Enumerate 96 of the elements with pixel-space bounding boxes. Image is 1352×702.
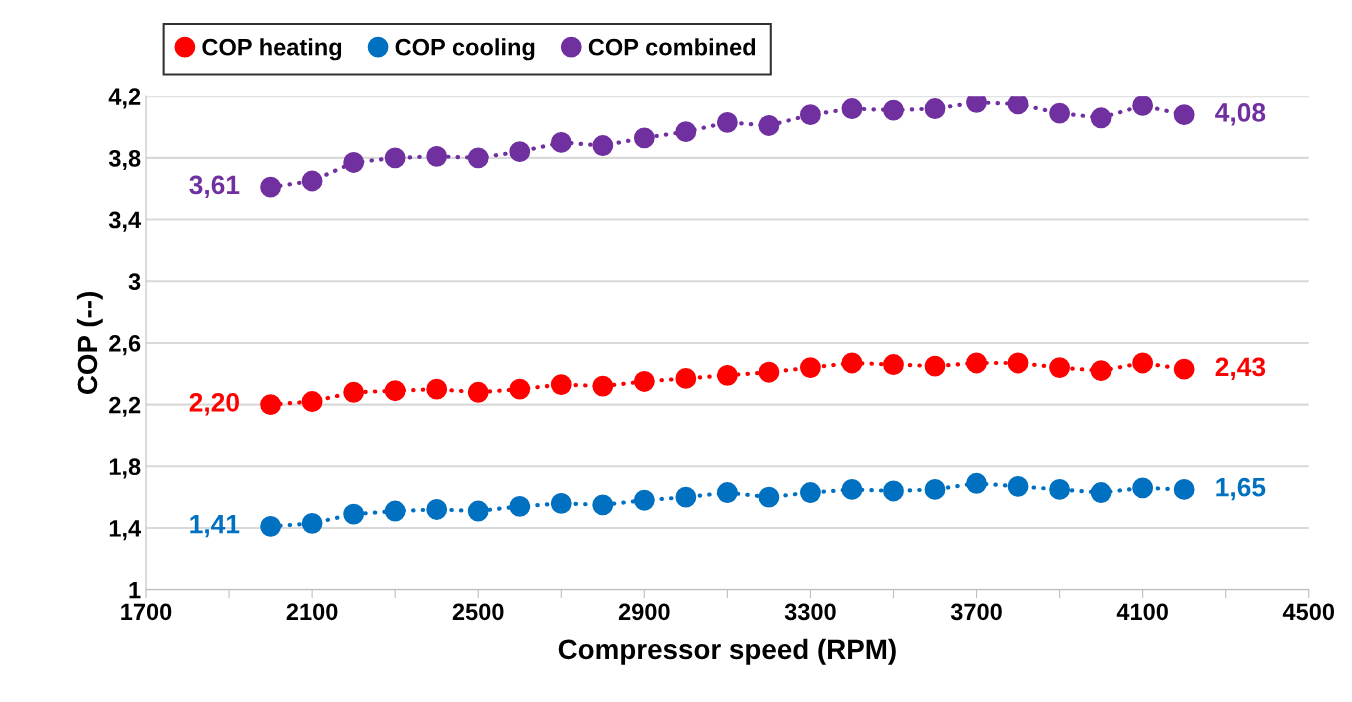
x-tick-label: 4500	[1282, 603, 1335, 621]
point	[509, 378, 531, 400]
data-label: 1,41	[190, 515, 240, 538]
point	[550, 374, 572, 395]
point	[301, 170, 323, 192]
y-axis-title: COP (--)	[76, 292, 103, 394]
point	[260, 516, 282, 537]
y-tick-label: 3,4	[108, 211, 142, 232]
point	[260, 176, 282, 198]
data-label: 3,61	[189, 175, 240, 199]
point	[758, 486, 780, 508]
point	[426, 378, 448, 400]
point	[467, 500, 489, 522]
point	[966, 472, 987, 494]
point	[758, 361, 780, 383]
point	[883, 99, 904, 121]
data-label: 2,20	[189, 393, 239, 416]
point	[301, 391, 323, 412]
y-tick-label: 1,8	[109, 458, 141, 479]
point	[883, 480, 904, 502]
point	[1173, 104, 1195, 126]
data-label: 2,43	[1215, 357, 1266, 381]
point	[675, 121, 697, 143]
data-label: 1,65	[1216, 477, 1266, 501]
x-tick-label: 2500	[452, 603, 504, 621]
x-tick-label: 3700	[950, 603, 1002, 621]
point	[633, 489, 655, 511]
point	[343, 381, 365, 403]
point	[1173, 479, 1195, 500]
y-tick-label: 2,2	[109, 396, 141, 417]
point	[716, 364, 738, 386]
point	[1049, 102, 1070, 124]
point	[301, 512, 323, 534]
point	[384, 380, 406, 402]
data-label: 4,08	[1215, 103, 1266, 126]
point	[384, 147, 406, 169]
y-tick-label: 3	[128, 273, 141, 291]
point	[509, 495, 531, 517]
point	[633, 127, 655, 149]
point	[1007, 352, 1029, 374]
point	[592, 135, 614, 156]
point	[924, 479, 946, 500]
x-axis-title: Compressor speed (RPM)	[558, 638, 896, 665]
point	[883, 354, 904, 375]
point	[841, 98, 863, 119]
y-tick-label: 3,8	[108, 149, 141, 171]
point	[1090, 360, 1112, 382]
point	[467, 147, 489, 169]
point	[260, 394, 282, 416]
point	[1007, 96, 1029, 115]
point	[343, 152, 365, 173]
legend-label: COP combined	[588, 38, 756, 56]
point	[343, 503, 365, 525]
point	[800, 104, 821, 126]
point	[716, 111, 738, 133]
x-tick-label: 4100	[1116, 603, 1168, 621]
y-tick-label: 4,2	[108, 88, 141, 109]
point	[675, 486, 697, 508]
x-tick-label: 2900	[618, 603, 670, 621]
point	[1049, 479, 1070, 500]
point	[592, 375, 614, 397]
point	[550, 132, 572, 153]
point	[592, 494, 614, 516]
point	[509, 141, 531, 163]
point	[924, 98, 946, 119]
y-tick-label: 2,6	[109, 335, 141, 356]
point	[426, 145, 448, 167]
point	[800, 482, 821, 503]
point	[800, 357, 821, 379]
point	[841, 479, 863, 500]
point	[841, 352, 863, 374]
point	[1007, 475, 1029, 497]
point	[1132, 352, 1154, 374]
x-tick-label: 1700	[121, 603, 172, 621]
point	[550, 492, 572, 514]
point	[1049, 357, 1070, 379]
point	[966, 352, 987, 374]
point	[924, 355, 946, 377]
y-tick-label: 1	[129, 581, 141, 599]
point	[1090, 482, 1112, 503]
point	[716, 482, 738, 503]
x-tick-label: 2100	[286, 603, 338, 621]
point	[1132, 96, 1154, 116]
point	[467, 381, 489, 403]
y-tick-label: 1,4	[109, 520, 142, 541]
point	[1173, 358, 1195, 380]
legend-label: COP cooling	[395, 38, 535, 61]
point	[426, 499, 448, 520]
point	[1090, 107, 1112, 129]
point	[1132, 477, 1154, 499]
point	[384, 500, 406, 522]
point	[675, 367, 697, 389]
x-tick-label: 3300	[784, 603, 836, 621]
point	[758, 115, 780, 136]
legend-label: COP heating	[202, 38, 342, 61]
point	[633, 371, 655, 392]
